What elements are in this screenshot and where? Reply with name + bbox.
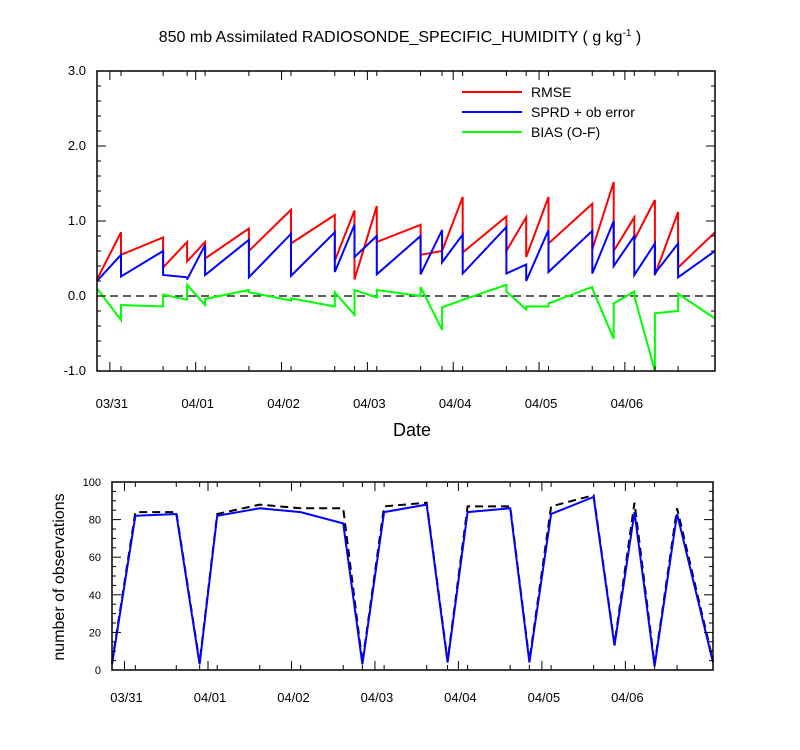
x-axis-label: Date [393, 420, 431, 440]
y-tick-label: 0 [95, 665, 101, 677]
x-tick-label: 04/03 [361, 690, 394, 705]
bottom-series-layer [111, 493, 714, 667]
y-tick-label: 100 [83, 477, 101, 489]
top-plot-frame [96, 70, 716, 372]
x-tick-label: 04/04 [439, 396, 472, 411]
y-tick-label: 1.0 [68, 213, 86, 228]
top-series-layer [96, 181, 716, 372]
y-tick-label: 3.0 [68, 63, 86, 78]
bottom-series-line-1 [111, 495, 714, 667]
legend: RMSE SPRD + ob error BIAS (O-F) [462, 84, 635, 140]
chart-title: 850 mb Assimilated RADIOSONDE_SPECIFIC_H… [159, 28, 642, 46]
x-tick-label: 03/31 [96, 396, 129, 411]
bottom-axis-ticks: 0 20 40 60 80 100 03/31 04/01 04/02 04/03 04/04 04/… [83, 477, 713, 705]
top-series-line-0 [96, 181, 716, 280]
y-tick-label: 20 [89, 627, 101, 639]
x-tick-label: 04/03 [353, 396, 386, 411]
bottom-chart: 0 20 40 60 80 100 03/31 04/01 04/02 04/03 04/04 04/… [51, 477, 714, 705]
y-tick-label: -1.0 [64, 363, 86, 378]
y-axis-label: number of observations [51, 493, 68, 660]
x-tick-label: 04/05 [528, 690, 561, 705]
legend-label-1: SPRD + ob error [531, 104, 635, 120]
top-series-line-1 [96, 220, 716, 282]
x-tick-label: 04/01 [181, 396, 214, 411]
x-tick-label: 04/02 [267, 396, 300, 411]
x-tick-label: 04/04 [444, 690, 477, 705]
x-tick-label: 03/31 [110, 690, 143, 705]
x-tick-label: 04/01 [194, 690, 227, 705]
y-tick-label: 80 [89, 515, 101, 527]
top-chart: 850 mb Assimilated RADIOSONDE_SPECIFIC_H… [64, 28, 716, 440]
x-tick-label: 04/05 [525, 396, 558, 411]
x-tick-label: 04/06 [611, 690, 644, 705]
y-tick-label: 60 [89, 552, 101, 564]
x-tick-label: 04/06 [611, 396, 644, 411]
y-tick-label: 2.0 [68, 138, 86, 153]
legend-label-0: RMSE [531, 84, 571, 100]
bottom-plot-frame [111, 481, 714, 671]
legend-label-2: BIAS (O-F) [531, 124, 600, 140]
x-tick-label: 04/02 [277, 690, 310, 705]
top-series-line-2 [96, 282, 716, 372]
y-tick-label: 0.0 [68, 288, 86, 303]
y-tick-label: 40 [89, 590, 101, 602]
